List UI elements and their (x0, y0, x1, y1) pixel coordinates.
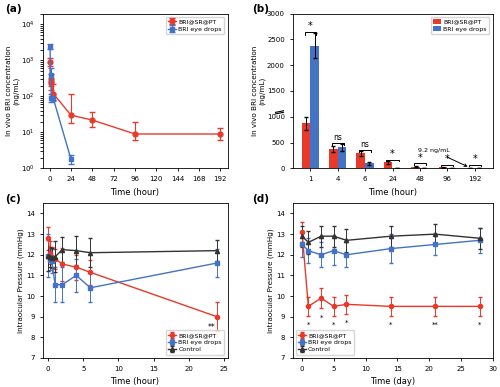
Legend: BRI@SR@PT, BRI eye drops: BRI@SR@PT, BRI eye drops (431, 17, 490, 34)
Y-axis label: Intraocular Pressure (mmHg): Intraocular Pressure (mmHg) (268, 228, 274, 333)
Text: ns: ns (334, 133, 342, 142)
Y-axis label: In vivo BRI concentration
(ng/mL): In vivo BRI concentration (ng/mL) (6, 46, 20, 136)
Text: *: * (478, 322, 482, 328)
Text: (d): (d) (252, 194, 270, 204)
Text: (c): (c) (6, 194, 21, 204)
Y-axis label: In vivo BRI concentration
(ng/mL): In vivo BRI concentration (ng/mL) (252, 46, 266, 136)
Text: **: ** (432, 322, 438, 328)
Text: *: * (345, 320, 348, 326)
Text: 9.2 ng/mL: 9.2 ng/mL (418, 148, 467, 166)
Legend: BRI@SR@PT, BRI eye drops, Control: BRI@SR@PT, BRI eye drops, Control (296, 330, 354, 355)
X-axis label: Time (hour): Time (hour) (110, 188, 160, 197)
Text: (a): (a) (6, 4, 22, 14)
Bar (338, 147, 346, 168)
X-axis label: Time (hour): Time (hour) (110, 377, 160, 386)
Bar (365, 163, 374, 168)
Text: **: ** (208, 323, 215, 332)
Legend: BRI@SR@PT, BRI eye drops, Control: BRI@SR@PT, BRI eye drops, Control (166, 330, 224, 355)
Text: *: * (390, 149, 395, 159)
Text: *: * (472, 154, 477, 164)
Y-axis label: Intraocular Pressure (mmHg): Intraocular Pressure (mmHg) (18, 228, 25, 333)
Text: ns: ns (360, 140, 370, 149)
Bar (411, 166, 420, 168)
Bar (438, 167, 448, 168)
Bar (310, 46, 319, 168)
Text: *: * (445, 154, 450, 164)
Bar (384, 162, 392, 168)
Text: *: * (332, 322, 336, 328)
Text: *: * (418, 152, 422, 163)
Legend: BRI@SR@PT, BRI eye drops: BRI@SR@PT, BRI eye drops (166, 17, 224, 34)
Bar (329, 149, 338, 168)
Text: *: * (389, 322, 392, 328)
Bar (356, 153, 365, 168)
Text: *: * (320, 315, 323, 321)
Text: *: * (306, 322, 310, 328)
X-axis label: Time (hour): Time (hour) (368, 188, 417, 197)
Bar (302, 123, 310, 168)
X-axis label: Time (day): Time (day) (370, 377, 415, 386)
Text: (b): (b) (252, 4, 270, 14)
Text: *: * (308, 21, 312, 31)
